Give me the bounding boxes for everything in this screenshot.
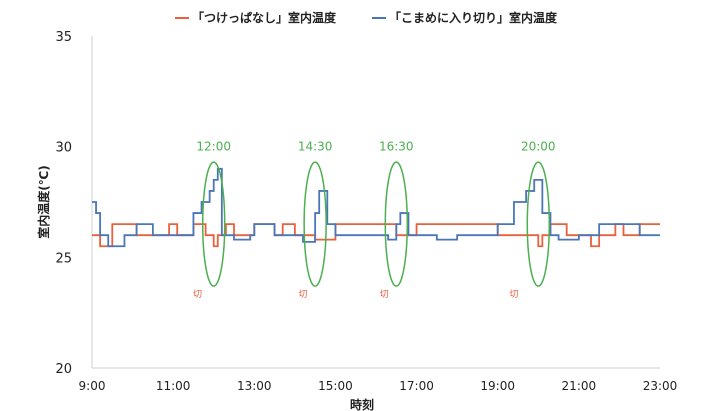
y-tick-label-35: 35 <box>55 30 72 45</box>
switch-off-label-4: 切 <box>193 289 202 300</box>
switch-off-label-5: 切 <box>298 289 307 300</box>
highlight-ellipse-20-00 <box>526 161 551 287</box>
legend-swatch-series-2 <box>372 16 386 19</box>
series-line-2 <box>92 167 660 248</box>
highlight-ellipse-14-30 <box>303 161 327 287</box>
x-tick-label-13-00: 13:00 <box>237 379 272 393</box>
x-tick-label-11-00: 11:00 <box>156 379 191 393</box>
legend-label-series-1: 「つけっぱなし」室内温度 <box>192 11 337 25</box>
x-tick-label-19-00: 19:00 <box>480 379 515 393</box>
annotation-label-20-00: 20:00 <box>521 140 556 154</box>
highlight-ellipse-16-30 <box>384 161 409 287</box>
x-tick-label-21-00: 21:00 <box>562 379 597 393</box>
y-axis-title: 室内温度(℃) <box>36 165 51 239</box>
x-tick-label-9-00: 9:00 <box>79 379 106 393</box>
switch-off-label-7: 切 <box>509 289 518 300</box>
x-tick-label-23-00: 23:00 <box>643 379 678 393</box>
highlight-ellipse-12-00 <box>201 161 226 287</box>
x-axis-title: 時刻 <box>350 397 374 411</box>
y-tick-label-25: 25 <box>55 251 72 266</box>
legend-item-series-1: 「つけっぱなし」室内温度 <box>175 9 336 26</box>
annotation-label-14-30: 14:30 <box>298 140 333 154</box>
y-tick-label-20: 20 <box>55 362 72 377</box>
legend-swatch-series-1 <box>175 16 189 19</box>
legend-item-series-2: 「こまめに入り切り」室内温度 <box>372 9 557 26</box>
x-tick-label-17-00: 17:00 <box>399 379 434 393</box>
x-tick-label-15-00: 15:00 <box>318 379 353 393</box>
legend: 「つけっぱなし」室内温度 「こまめに入り切り」室内温度 <box>0 9 708 29</box>
switch-off-label-6: 切 <box>380 289 389 300</box>
y-tick-label-30: 30 <box>55 141 72 156</box>
annotation-label-12-00: 12:00 <box>196 140 231 154</box>
legend-label-series-2: 「こまめに入り切り」室内温度 <box>389 11 558 25</box>
annotation-label-16-30: 16:30 <box>379 140 414 154</box>
